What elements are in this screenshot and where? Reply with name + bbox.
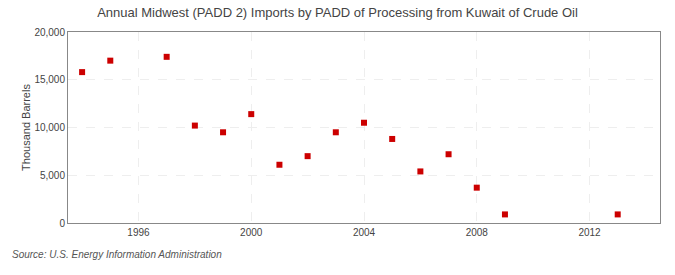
svg-text:Source: U.S. Energy Informatio: Source: U.S. Energy Information Administ… <box>12 249 222 260</box>
svg-text:0: 0 <box>59 218 65 229</box>
svg-text:Thousand Barrels: Thousand Barrels <box>20 84 32 171</box>
svg-text:20,000: 20,000 <box>34 27 65 38</box>
svg-text:1996: 1996 <box>127 227 150 238</box>
svg-text:2004: 2004 <box>353 227 376 238</box>
svg-text:2012: 2012 <box>578 227 601 238</box>
svg-text:Annual Midwest (PADD 2) Import: Annual Midwest (PADD 2) Imports by PADD … <box>97 5 578 20</box>
svg-text:10,000: 10,000 <box>34 122 65 133</box>
svg-text:2008: 2008 <box>466 227 489 238</box>
svg-text:2000: 2000 <box>240 227 263 238</box>
svg-text:15,000: 15,000 <box>34 74 65 85</box>
svg-text:5,000: 5,000 <box>40 170 65 181</box>
